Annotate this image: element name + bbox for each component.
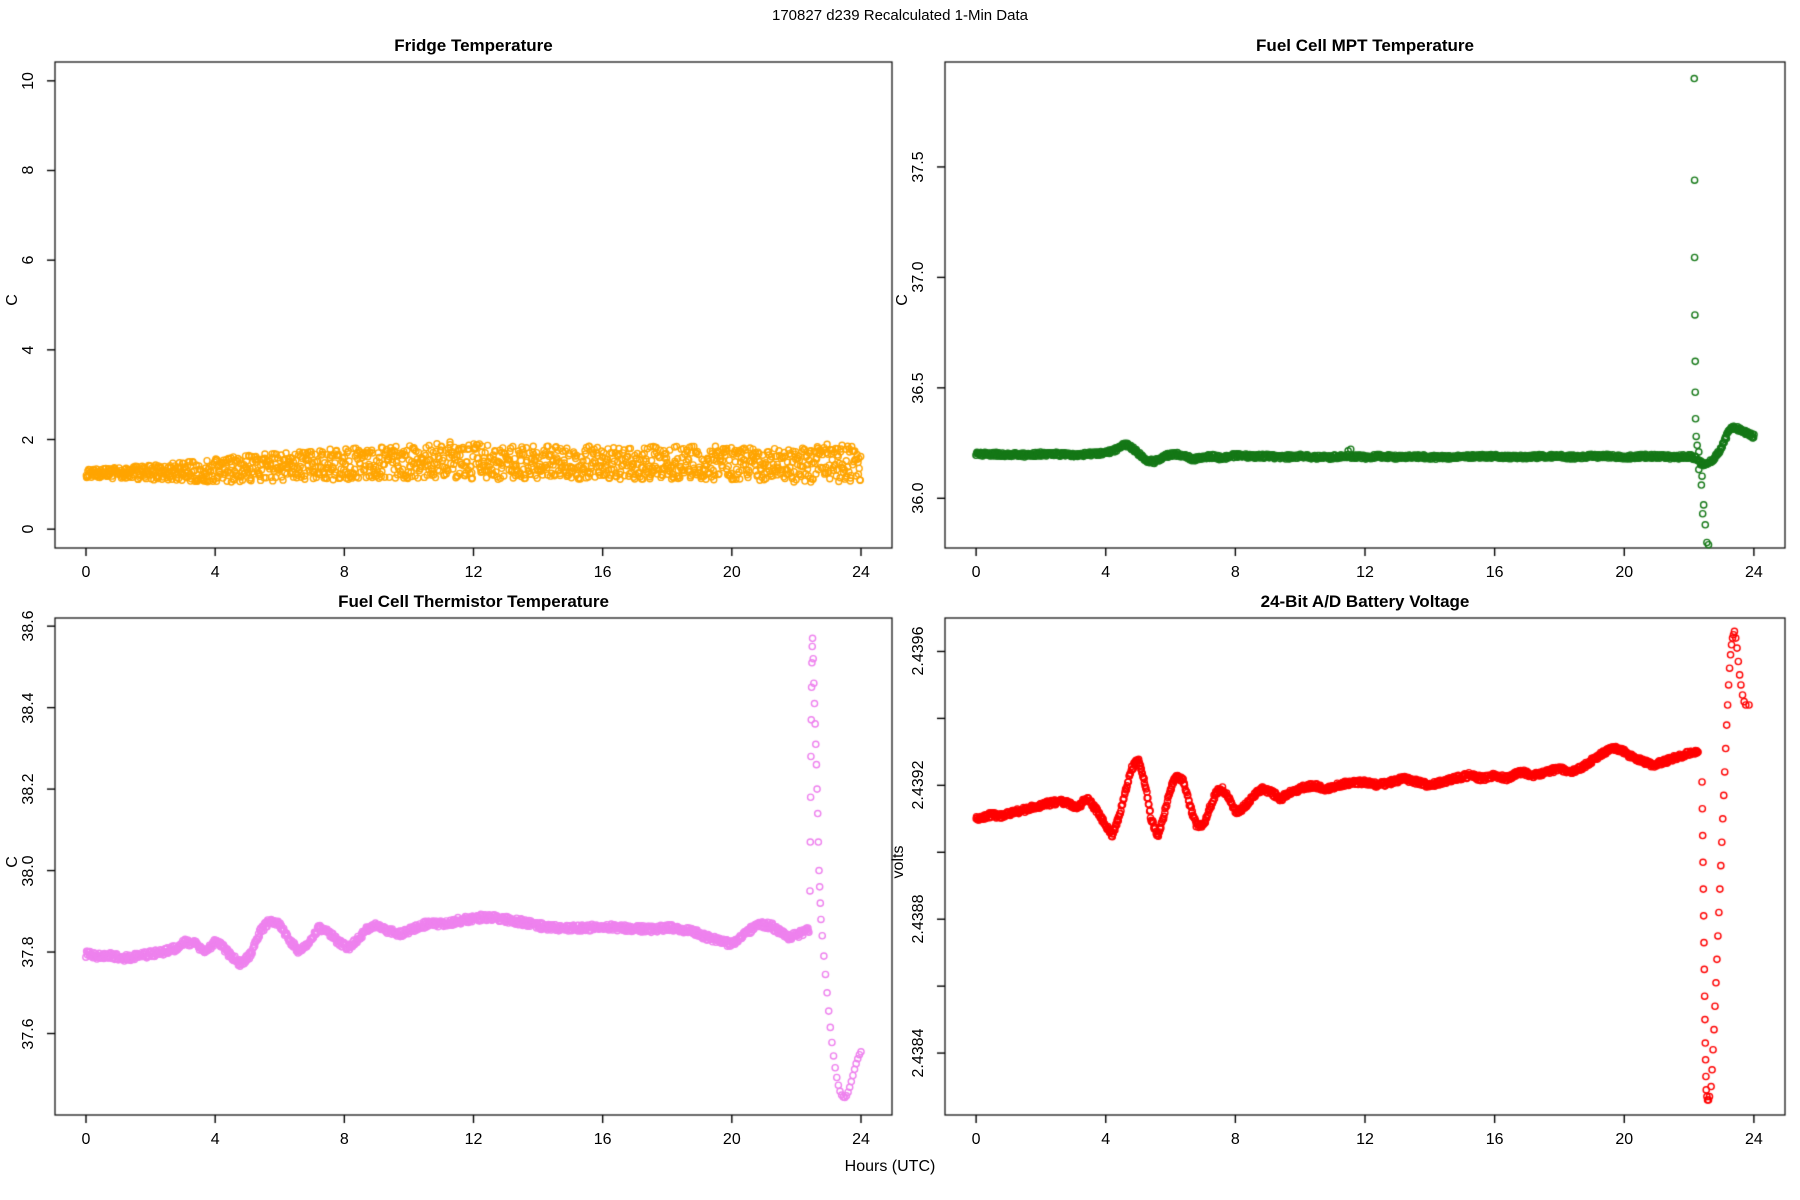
- x-tick-label: 16: [593, 1131, 612, 1148]
- panel-title-fuel-cell-mpt-temperature: Fuel Cell MPT Temperature: [1256, 36, 1474, 55]
- y-tick-label: 8: [20, 166, 37, 175]
- x-tick-label: 20: [1615, 564, 1634, 581]
- x-tick-label: 4: [210, 564, 220, 581]
- x-tick-label: 24: [1744, 1131, 1763, 1148]
- x-tick-label: 8: [1230, 564, 1240, 581]
- y-tick-label: 38.2: [20, 773, 37, 805]
- y-tick-label: 2.4392: [910, 760, 927, 810]
- y-tick-label: 36.5: [910, 372, 927, 404]
- y-tick-label: 37.0: [910, 261, 927, 293]
- page-title: 170827 d239 Recalculated 1-Min Data: [771, 7, 1028, 24]
- x-tick-label: 8: [339, 564, 349, 581]
- x-tick-label: 24: [852, 1131, 870, 1148]
- x-tick-label: 12: [1356, 1131, 1374, 1148]
- y-tick-label: 36.0: [910, 482, 927, 514]
- x-tick-label: 12: [1356, 564, 1374, 581]
- y-axis-label-voltage: volts: [890, 845, 907, 879]
- x-tick-label: 0: [81, 564, 91, 581]
- x-tick-label: 24: [852, 564, 870, 581]
- x-tick-label: 12: [464, 564, 483, 581]
- y-axis-label-fridge: C: [4, 294, 21, 306]
- x-tick-label: 12: [464, 1131, 483, 1148]
- x-tick-label: 4: [1101, 1131, 1111, 1148]
- y-tick-label: 2: [20, 435, 37, 444]
- x-tick-label: 16: [1485, 1131, 1504, 1148]
- x-tick-label: 24: [1744, 564, 1763, 581]
- y-tick-label: 2.4396: [910, 626, 927, 676]
- y-tick-label: 38.4: [20, 692, 37, 724]
- y-tick-label: 38.0: [20, 854, 37, 887]
- x-tick-label: 0: [971, 564, 981, 581]
- x-tick-label: 8: [339, 1131, 349, 1148]
- y-tick-label: 6: [20, 255, 37, 265]
- y-tick-label: 0: [20, 524, 37, 534]
- x-tick-label: 4: [1101, 564, 1111, 581]
- y-tick-label: 2.4384: [910, 1028, 927, 1078]
- y-tick-label: 2.4388: [910, 894, 927, 944]
- x-axis-label: Hours (UTC): [844, 1158, 936, 1175]
- y-axis-label-mpt: C: [894, 294, 911, 306]
- x-tick-label: 20: [1615, 1131, 1634, 1148]
- x-tick-label: 16: [1485, 564, 1504, 581]
- y-tick-label: 37.5: [910, 151, 927, 183]
- panel-title-fuel-cell-thermistor-temperature: Fuel Cell Thermistor Temperature: [338, 592, 609, 611]
- y-tick-label: 38.6: [20, 610, 37, 642]
- panel-title-fridge-temperature: Fridge Temperature: [394, 36, 553, 55]
- x-tick-label: 8: [1230, 1131, 1240, 1148]
- y-tick-label: 37.6: [20, 1017, 37, 1050]
- x-tick-label: 20: [722, 1131, 741, 1148]
- y-tick-label: 10: [20, 71, 37, 90]
- panel-title-battery-voltage: 24-Bit A/D Battery Voltage: [1260, 592, 1470, 611]
- x-tick-label: 4: [210, 1131, 220, 1148]
- x-tick-label: 0: [81, 1131, 91, 1148]
- y-tick-label: 37.8: [20, 936, 37, 968]
- x-tick-label: 20: [722, 564, 741, 581]
- x-tick-label: 16: [593, 564, 612, 581]
- y-tick-label: 4: [20, 345, 37, 355]
- x-tick-label: 0: [971, 1131, 981, 1148]
